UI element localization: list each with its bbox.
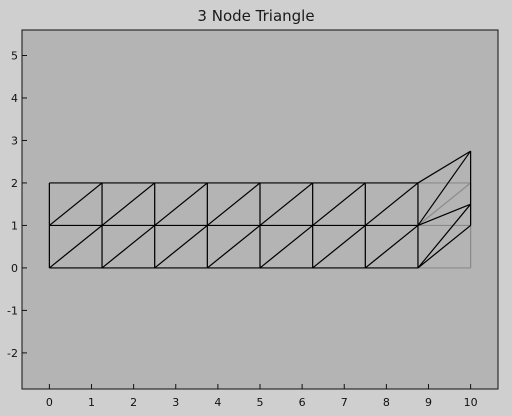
x-tick-label: 4 [214,396,221,409]
y-tick-label: -1 [7,304,18,317]
y-tick-label: 3 [11,134,18,147]
y-tick-label: -2 [7,347,18,360]
y-tick-label: 0 [11,262,18,275]
x-tick-label: 2 [130,396,137,409]
x-tick-label: 7 [341,396,348,409]
x-tick-label: 9 [425,396,432,409]
y-tick-label: 5 [11,49,18,62]
x-tick-label: 3 [172,396,179,409]
x-tick-label: 1 [88,396,95,409]
y-tick-label: 4 [11,92,18,105]
x-tick-label: 0 [46,396,53,409]
x-tick-label: 8 [383,396,390,409]
x-tick-label: 10 [464,396,478,409]
x-tick-label: 6 [299,396,306,409]
y-tick-label: 1 [11,219,18,232]
y-tick-label: 2 [11,177,18,190]
x-tick-label: 5 [257,396,264,409]
